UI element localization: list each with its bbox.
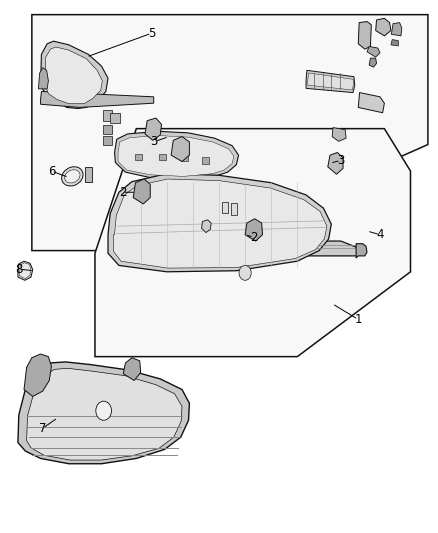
- Polygon shape: [332, 127, 346, 141]
- Ellipse shape: [62, 167, 83, 186]
- Polygon shape: [27, 368, 182, 460]
- Polygon shape: [20, 263, 31, 279]
- Polygon shape: [123, 358, 141, 381]
- Polygon shape: [45, 47, 102, 104]
- Text: 4: 4: [376, 228, 384, 241]
- Polygon shape: [133, 179, 150, 204]
- Text: 5: 5: [148, 27, 155, 39]
- Polygon shape: [245, 219, 262, 241]
- Polygon shape: [145, 118, 162, 140]
- Bar: [231, 203, 237, 215]
- Polygon shape: [376, 18, 391, 36]
- Polygon shape: [41, 92, 154, 108]
- Polygon shape: [108, 174, 331, 272]
- Polygon shape: [171, 136, 189, 161]
- Polygon shape: [391, 22, 402, 36]
- Polygon shape: [201, 220, 211, 232]
- Text: 1: 1: [354, 313, 362, 326]
- Polygon shape: [41, 41, 108, 109]
- Bar: [110, 113, 120, 123]
- Bar: [103, 125, 112, 134]
- Polygon shape: [18, 261, 33, 280]
- Polygon shape: [308, 73, 353, 90]
- Polygon shape: [356, 244, 367, 258]
- Polygon shape: [114, 179, 327, 268]
- Polygon shape: [24, 354, 51, 397]
- Text: 3: 3: [337, 154, 345, 167]
- Polygon shape: [328, 152, 343, 174]
- Bar: [85, 167, 92, 182]
- Text: 2: 2: [250, 231, 258, 244]
- Polygon shape: [358, 21, 371, 49]
- Polygon shape: [39, 68, 48, 89]
- Polygon shape: [391, 39, 398, 46]
- Bar: [103, 136, 112, 144]
- Polygon shape: [115, 131, 239, 179]
- Polygon shape: [232, 241, 358, 256]
- Polygon shape: [306, 70, 355, 93]
- Polygon shape: [118, 135, 234, 176]
- Text: 2: 2: [119, 186, 126, 199]
- Bar: [181, 155, 187, 161]
- Polygon shape: [134, 192, 140, 200]
- Text: 3: 3: [150, 135, 157, 148]
- Polygon shape: [32, 14, 428, 251]
- Text: 8: 8: [15, 263, 22, 276]
- Polygon shape: [369, 58, 377, 67]
- Polygon shape: [95, 128, 410, 357]
- Circle shape: [96, 401, 112, 420]
- Circle shape: [239, 265, 251, 280]
- Polygon shape: [18, 362, 189, 464]
- Bar: [159, 154, 166, 160]
- Polygon shape: [123, 196, 130, 204]
- Text: 7: 7: [39, 422, 46, 435]
- Polygon shape: [358, 93, 385, 113]
- Ellipse shape: [65, 169, 80, 183]
- Text: 6: 6: [48, 165, 55, 177]
- Polygon shape: [367, 46, 380, 57]
- Bar: [222, 202, 228, 214]
- Bar: [103, 110, 113, 120]
- Bar: [202, 157, 209, 164]
- Bar: [135, 154, 142, 160]
